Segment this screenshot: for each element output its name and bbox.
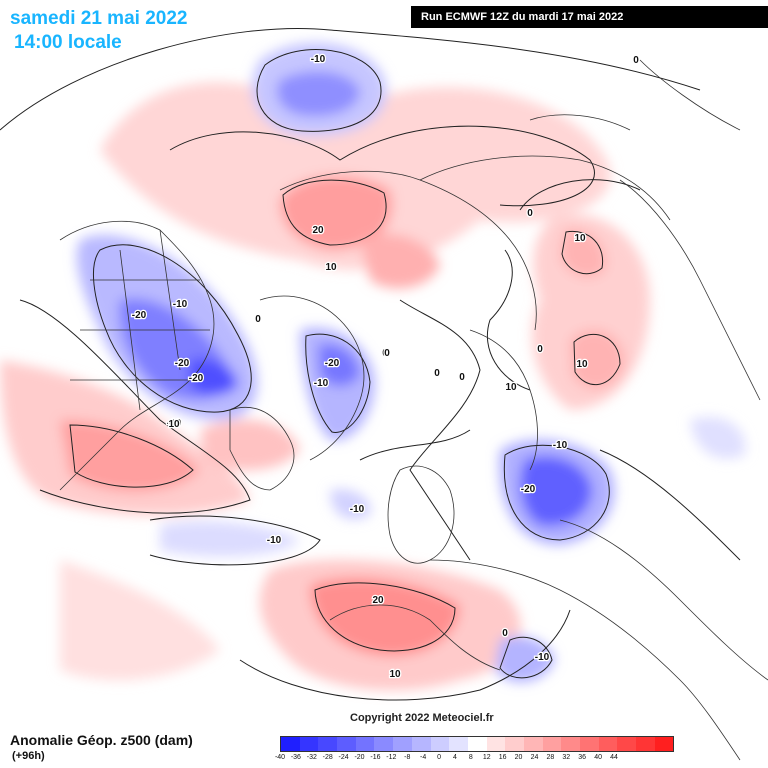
colorbar-swatch <box>411 737 431 751</box>
contour-label: -10 <box>553 440 568 451</box>
contour-label: 10 <box>576 359 588 370</box>
colorbar-tick-label: -28 <box>322 754 333 761</box>
contour-label: 10 <box>505 382 517 393</box>
contour-label: -10 <box>267 535 282 546</box>
colorbar-swatch <box>337 737 356 751</box>
anomaly-shading <box>0 42 746 691</box>
contour-label: -10 <box>314 378 329 389</box>
contour-label: 0 <box>502 628 508 639</box>
colorbar-tick-label: 36 <box>578 754 587 761</box>
contour-label: 0 <box>633 55 639 66</box>
colorbar-tick-label: 0 <box>437 754 441 761</box>
contour-label: 10 <box>325 262 337 273</box>
forecast-time: 14:00 locale <box>14 32 122 53</box>
colorbar-tick-label: 28 <box>546 754 555 761</box>
colorbar-swatch <box>505 737 524 751</box>
colorbar-tick-label: 4 <box>452 754 457 761</box>
colorbar-swatch <box>430 737 450 751</box>
contour-label: -20 <box>189 373 204 384</box>
colorbar-swatch <box>523 737 543 751</box>
colorbar-swatch <box>374 737 394 751</box>
run-info-banner: Run ECMWF 12Z du mardi 17 mai 2022 <box>411 6 768 28</box>
coastline-outlines <box>59 59 768 761</box>
copyright-notice: Copyright 2022 Meteociel.fr <box>350 712 494 724</box>
contour-label: -10 <box>167 418 182 429</box>
contour-label: -10 <box>350 504 365 515</box>
colorbar-swatch <box>598 737 618 751</box>
colorbar-swatch <box>580 737 599 751</box>
contour-label: 20 <box>312 225 324 236</box>
colorbar-tick-label: -36 <box>290 754 301 761</box>
colorbar-tick-label: 40 <box>594 754 602 761</box>
colorbar-tick-label: -12 <box>386 754 397 761</box>
anomaly-contours <box>0 27 741 701</box>
colorbar-swatch <box>281 737 300 751</box>
colorbar-tick-label: -20 <box>354 754 365 761</box>
contour-label: -10 <box>173 299 188 310</box>
contour-label: -10 <box>535 652 550 663</box>
colorbar-swatch <box>393 737 412 751</box>
colorbar-tick-label: 16 <box>498 754 507 761</box>
colorbar-swatch <box>318 737 338 751</box>
contour-label: -20 <box>175 358 190 369</box>
colorbar-tick-label: 20 <box>514 754 523 761</box>
colorbar-swatch <box>617 737 637 751</box>
colorbar-tick-label: 12 <box>482 754 491 761</box>
colorbar-swatch <box>636 737 655 751</box>
colorbar-ticks: -40 -36 -32 -28 -24 -20 -16 -12 -8 -4 0 4 8 12 16 20 24 2… <box>275 754 618 766</box>
contour-label: -20 <box>325 358 340 369</box>
contour-label: 0 <box>434 368 440 379</box>
colorbar-swatch <box>561 737 580 751</box>
colorbar-tick-label: 24 <box>530 754 539 761</box>
colorbar-swatch <box>654 737 674 751</box>
colorbar-tick-label: -40 <box>274 754 286 761</box>
contour-label: 10 <box>574 233 586 244</box>
colorbar-tick-label: 32 <box>562 754 571 761</box>
colorbar-swatch <box>299 737 319 751</box>
contour-label: -20 <box>132 310 147 321</box>
contour-label: 10 <box>389 669 401 680</box>
legend-title: Anomalie Géop. z500 (dam) <box>10 732 193 748</box>
colorbar-swatch <box>449 737 468 751</box>
contour-label: 20 <box>372 595 384 606</box>
lead-time: (+96h) <box>12 750 45 762</box>
contour-label: 0 <box>255 314 261 325</box>
contour-label: 10 <box>168 419 180 430</box>
colorbar-tick-label: -16 <box>370 754 381 761</box>
colorbar-tick-label: -8 <box>404 754 411 761</box>
colorbar-tick-label: -32 <box>306 754 317 761</box>
colorbar-swatch <box>542 737 562 751</box>
colorbar <box>280 736 675 752</box>
contour-label: 0 <box>459 372 465 383</box>
colorbar-tick-label: 44 <box>610 754 618 761</box>
forecast-date: samedi 21 mai 2022 <box>10 8 188 29</box>
colorbar-tick-label: -24 <box>338 754 349 761</box>
colorbar-swatch <box>467 737 487 751</box>
contour-label: -20 <box>521 484 536 495</box>
colorbar-tick-label: -4 <box>420 754 427 761</box>
colorbar-swatch <box>486 737 506 751</box>
contour-label: 0 <box>527 208 533 219</box>
colorbar-swatch <box>355 737 375 751</box>
contour-label: 0 <box>384 348 390 359</box>
contour-label: 0 <box>382 348 388 359</box>
contour-label: 0 <box>537 344 543 355</box>
contour-label: -10 <box>311 54 326 65</box>
colorbar-tick-label: 8 <box>468 754 473 761</box>
contour-labels: -10 0 20 10 0 -10 -20 -20 -20 -10 0 -20 … <box>131 53 641 682</box>
